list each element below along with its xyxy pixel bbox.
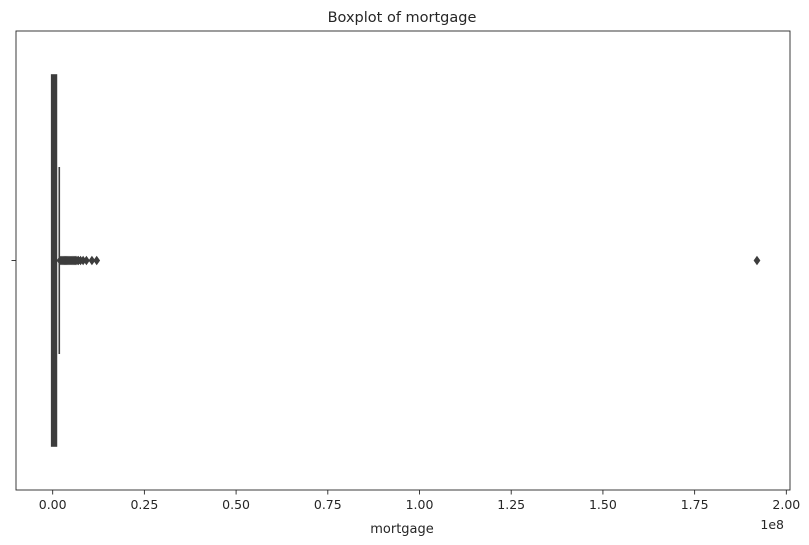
x-axis-scale-label: 1e8 (760, 517, 784, 532)
x-tick-label: 0.75 (314, 497, 342, 512)
x-axis-label: mortgage (370, 522, 434, 537)
outlier-point (88, 255, 96, 266)
outlier-point (93, 255, 101, 266)
x-tick-label: 2.00 (772, 497, 800, 512)
x-tick-label: 0.50 (222, 497, 250, 512)
chart-title: Boxplot of mortgage (328, 10, 477, 26)
x-tick-label: 1.75 (681, 497, 709, 512)
x-tick-label: 1.00 (406, 497, 434, 512)
iqr-box (50, 74, 58, 447)
x-tick-label: 1.25 (497, 497, 525, 512)
outlier-point (753, 255, 761, 266)
x-tick-label: 0.25 (130, 497, 158, 512)
outlier-point (83, 255, 90, 266)
x-tick-label: 0.00 (39, 497, 67, 512)
axes-frame (15, 30, 791, 491)
plot-area (15, 30, 791, 491)
x-tick-label: 1.50 (589, 497, 617, 512)
x-axis-ticks: 0.00 0.25 0.50 0.75 1.00 1.25 1.50 1.75 2.00 (39, 490, 800, 512)
